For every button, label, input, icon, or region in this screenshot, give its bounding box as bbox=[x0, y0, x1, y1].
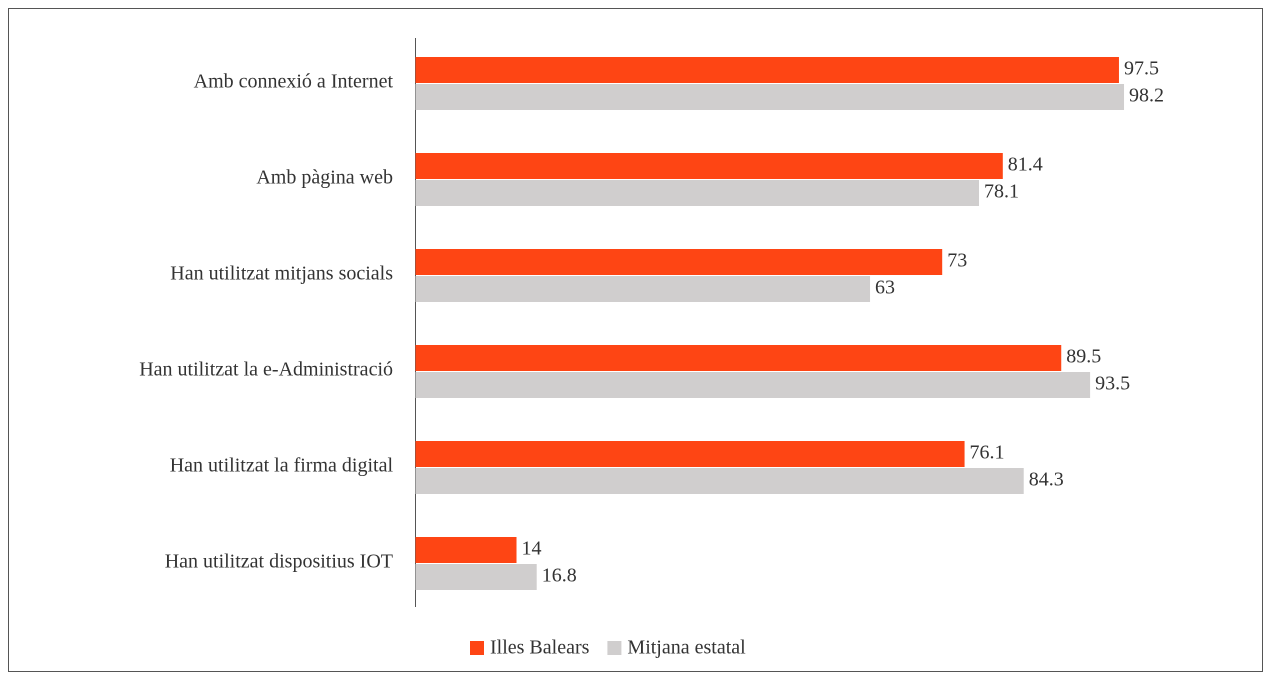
bar bbox=[415, 468, 1024, 494]
bar bbox=[415, 249, 943, 275]
legend-swatch bbox=[470, 641, 484, 655]
bar bbox=[415, 372, 1091, 398]
data-label: 76.1 bbox=[970, 442, 1005, 464]
y-tick-label: Han utilitzat dispositius IOT bbox=[165, 551, 393, 573]
bar bbox=[415, 153, 1003, 179]
y-tick-label: Han utilitzat mitjans socials bbox=[170, 263, 393, 285]
y-tick-label: Amb pàgina web bbox=[256, 167, 393, 189]
data-label: 81.4 bbox=[1008, 154, 1043, 176]
data-label: 93.5 bbox=[1095, 373, 1130, 395]
data-label: 63 bbox=[875, 277, 895, 299]
bar bbox=[415, 345, 1062, 371]
data-label: 73 bbox=[947, 250, 967, 272]
data-label: 78.1 bbox=[984, 181, 1019, 203]
data-label: 98.2 bbox=[1129, 85, 1164, 107]
bar bbox=[415, 564, 537, 590]
bar bbox=[415, 180, 979, 206]
bar bbox=[415, 537, 517, 563]
data-label: 14 bbox=[522, 538, 542, 560]
legend-label: Illes Balears bbox=[490, 637, 590, 659]
data-label: 89.5 bbox=[1066, 346, 1101, 368]
y-tick-label: Han utilitzat la firma digital bbox=[170, 455, 394, 477]
y-tick-label: Han utilitzat la e-Administració bbox=[139, 359, 393, 381]
chart-frame bbox=[8, 8, 1263, 672]
bar bbox=[415, 57, 1119, 83]
bar bbox=[415, 84, 1125, 110]
legend-label: Mitjana estatal bbox=[627, 637, 746, 659]
data-label: 84.3 bbox=[1029, 469, 1064, 491]
bar bbox=[415, 441, 965, 467]
bar bbox=[415, 276, 871, 302]
legend-swatch bbox=[607, 641, 622, 655]
y-tick-label: Amb connexió a Internet bbox=[194, 71, 394, 93]
data-label: 16.8 bbox=[542, 565, 577, 587]
data-label: 97.5 bbox=[1124, 58, 1159, 80]
